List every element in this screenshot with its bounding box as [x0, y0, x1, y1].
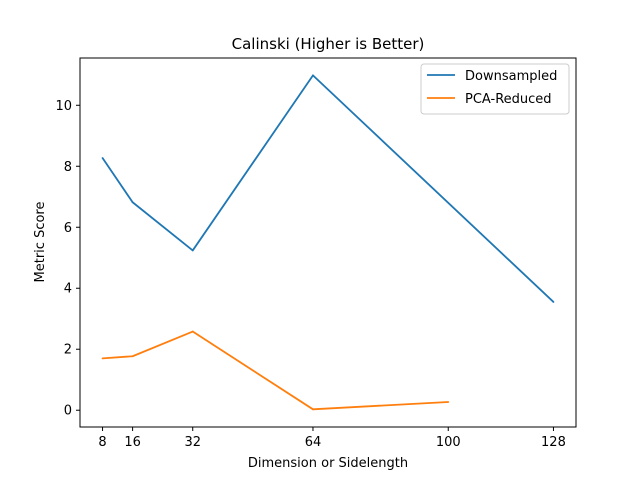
data-point-pca-reduced [447, 401, 450, 403]
y-axis: 0 2 4 6 8 10 [55, 99, 80, 419]
legend-label-downsampled: Downsampled [465, 69, 557, 84]
legend-label-pca-reduced: PCA-Reduced [465, 92, 552, 107]
chart-title: Calinski (Higher is Better) [232, 35, 425, 53]
x-tick-label: 64 [305, 435, 322, 450]
x-axis: 8 16 32 64 100 128 [98, 427, 566, 450]
y-tick-label: 0 [64, 404, 72, 419]
series-layer [101, 74, 555, 411]
data-point-pca-reduced [312, 408, 314, 411]
y-tick-label: 8 [64, 160, 72, 175]
data-point-downsampled [552, 301, 555, 303]
data-point-downsampled [101, 157, 104, 159]
legend-box [420, 63, 570, 115]
x-tick-label: 128 [541, 435, 566, 450]
x-tick-label: 8 [98, 435, 106, 450]
plot-frame [79, 57, 577, 428]
y-tick-label: 10 [55, 99, 72, 114]
data-point-pca-reduced [101, 357, 104, 360]
x-axis-label: Dimension or Sidelength [248, 456, 408, 471]
y-axis-label: Metric Score [33, 202, 48, 283]
data-point-pca-reduced [131, 355, 134, 358]
y-tick-label: 2 [64, 343, 72, 358]
data-point-downsampled [191, 249, 194, 252]
x-tick-label: 32 [184, 435, 201, 450]
y-tick-label: 6 [64, 221, 72, 236]
x-tick-label: 16 [124, 435, 141, 450]
x-tick-label: 100 [436, 435, 461, 450]
legend: Downsampled PCA-Reduced [420, 63, 570, 115]
data-point-downsampled [312, 74, 314, 77]
y-tick-label: 4 [64, 282, 72, 297]
data-point-downsampled [131, 201, 134, 204]
data-point-pca-reduced [191, 330, 194, 333]
